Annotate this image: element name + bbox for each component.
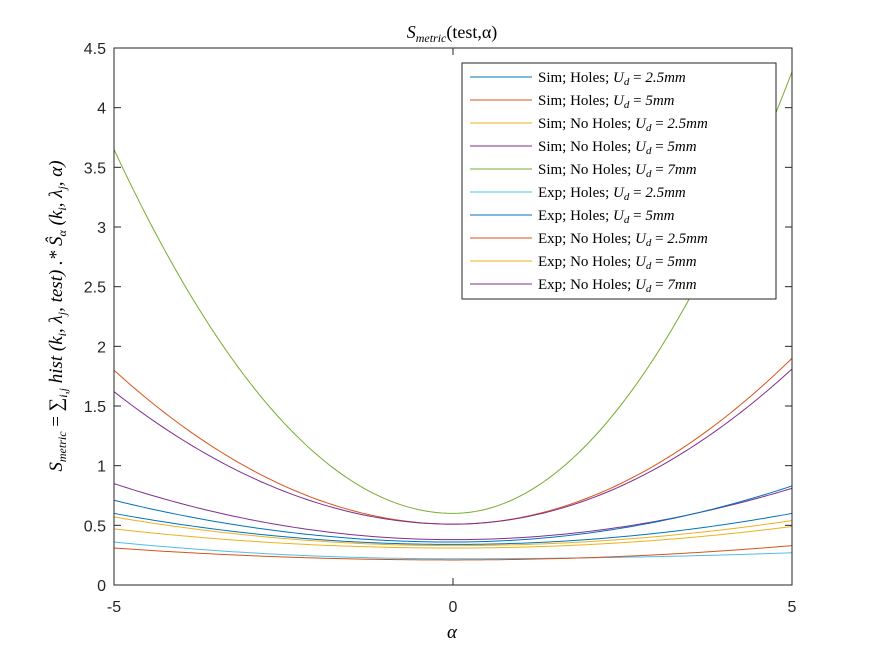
title-base: S [407, 22, 416, 42]
legend-entry: Exp; No Holes; Ud = 7mm [538, 277, 697, 295]
legend-entry: Exp; Holes; Ud = 2.5mm [538, 185, 686, 203]
y-tick-label: 1 [97, 459, 106, 476]
y-tick-label: 0.5 [84, 518, 106, 535]
legend-entry: Sim; No Holes; Ud = 2.5mm [538, 116, 708, 134]
x-tick-label: 0 [449, 599, 458, 616]
ylabel-k2: (k [46, 210, 67, 230]
y-tick-label: 4.5 [84, 41, 106, 58]
legend-entry: Exp; No Holes; Ud = 2.5mm [538, 231, 708, 249]
y-tick-label: 0 [97, 578, 106, 595]
legend-entry: Sim; No Holes; Ud = 5mm [538, 139, 697, 157]
ylabel-l2: , λ [46, 190, 67, 208]
ylabel-lhs-sub: metric [55, 431, 69, 462]
legend-entry: Sim; Holes; Ud = 2.5mm [538, 70, 686, 88]
y-tick-label: 3 [97, 220, 106, 237]
ylabel-lhs: S [46, 462, 67, 472]
ylabel-end: , α) [46, 160, 67, 186]
y-tick-label: 2.5 [84, 280, 106, 297]
title-rest: (test,α) [446, 22, 497, 43]
legend-entry: Exp; Holes; Ud = 5mm [538, 208, 675, 226]
y-axis-label: Smetric = ∑i,j hist (ki, λj, test) .* Ŝα… [45, 160, 70, 471]
x-tick-label: -5 [107, 599, 121, 616]
title-sub: metric [416, 31, 447, 45]
legend: Sim; Holes; Ud = 2.5mm Sim; Holes; Ud = 5… [462, 63, 776, 299]
legend-entry: Sim; Holes; Ud = 5mm [538, 93, 675, 111]
x-axis-label: α [447, 622, 458, 643]
x-tick-label: 5 [788, 599, 797, 616]
y-tick-label: 2 [97, 339, 106, 356]
ylabel-l1: , λ [46, 315, 67, 333]
ylabel-hist: hist (k [46, 336, 67, 388]
y-tick-label: 4 [97, 101, 106, 118]
y-tick-label: 3.5 [84, 160, 106, 177]
legend-entry: Exp; No Holes; Ud = 5mm [538, 254, 697, 272]
ylabel-mid: , test) .* Ŝ [45, 236, 67, 312]
y-tick-label: 1.5 [84, 399, 106, 416]
ylabel-eq: = ∑ [46, 398, 67, 432]
legend-entry: Sim; No Holes; Ud = 7mm [538, 162, 697, 180]
